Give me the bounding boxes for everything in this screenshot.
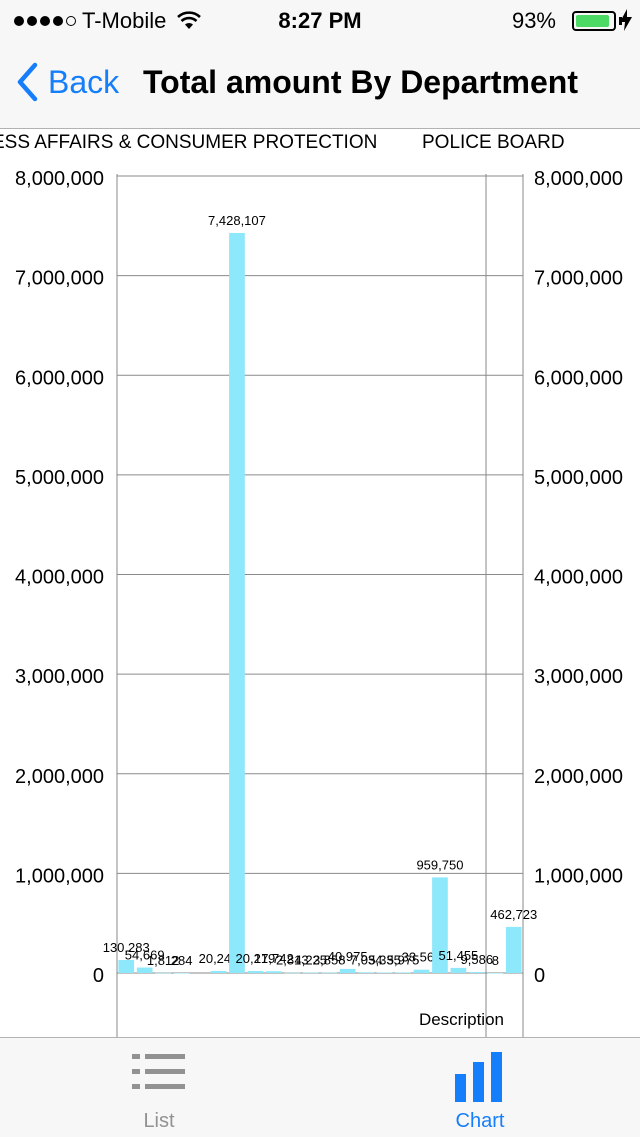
- bar-value-label: 40,975: [328, 949, 368, 964]
- tab-list-label: List: [143, 1110, 175, 1132]
- bar-value-label: 3,858: [313, 953, 346, 968]
- battery-percent: 93%: [511, 8, 556, 33]
- battery-icon: [572, 11, 616, 31]
- bar-value-label: 20,219: [236, 951, 276, 966]
- y-tick-label-right: 8,000,000: [534, 168, 623, 190]
- bar-value-label: 54,669: [125, 948, 165, 963]
- bar-value-label: 51,455: [439, 948, 479, 963]
- status-bar: T-Mobile 8:27 PM 93%: [0, 0, 640, 40]
- y-tick-label-right: 3,000,000: [534, 666, 623, 688]
- back-button-label: Back: [48, 63, 120, 100]
- bar-value-label: 2,813: [276, 953, 309, 968]
- tab-chart-label: Chart: [455, 1110, 505, 1132]
- y-tick-label-right: 2,000,000: [534, 766, 623, 788]
- chart-bar: [505, 926, 522, 973]
- chart-bar: [210, 970, 227, 973]
- y-tick-label-right: 4,000,000: [534, 567, 623, 589]
- chart-bar: [395, 972, 411, 973]
- bar-value-label: 1,812: [147, 953, 180, 968]
- battery-tip: [619, 17, 622, 25]
- chart-bar: [247, 970, 264, 973]
- bar-value-label: 284: [171, 953, 193, 968]
- y-tick-label-left: 4,000,000: [15, 567, 104, 589]
- y-tick-label-left: 8,000,000: [15, 168, 104, 190]
- y-tick-label-left: 2,000,000: [15, 766, 104, 788]
- y-tick-label-left: 0: [93, 965, 104, 987]
- category-label: ESS AFFAIRS & CONSUMER PROTECTION: [0, 132, 377, 153]
- chart-bar: [469, 972, 485, 973]
- chart-bar: [118, 960, 135, 973]
- y-tick-label-left: 1,000,000: [15, 865, 104, 887]
- chevron-left-icon: [17, 62, 38, 102]
- y-tick-label-right: 5,000,000: [534, 467, 623, 489]
- bar-value-label: 130,283: [103, 940, 150, 955]
- chart-bar: [376, 972, 393, 973]
- chart-bar: [284, 972, 301, 974]
- bar-value-label: 17,742: [254, 951, 294, 966]
- y-tick-label-right: 7,000,000: [534, 268, 623, 290]
- bar-value-label: 8: [492, 953, 499, 968]
- y-tick-label-right: 6,000,000: [534, 367, 623, 389]
- bar-value-label: 7,034: [350, 952, 383, 967]
- chart-bar: [302, 972, 319, 974]
- y-tick-label-right: 1,000,000: [534, 865, 623, 887]
- carrier-info: T-Mobile: [14, 8, 202, 34]
- bar-value-label: 5,335: [368, 952, 401, 967]
- chart-bar: [487, 972, 504, 974]
- page-title: Total amount By Department: [143, 64, 578, 100]
- bar-value-label: 20,248: [199, 951, 239, 966]
- carrier-name: T-Mobile: [82, 8, 167, 33]
- bar-value-label: 7,428,107: [208, 213, 266, 228]
- chart-bar: [229, 232, 245, 973]
- tab-bar: List Chart: [0, 1037, 640, 1137]
- department-bar-chart[interactable]: ESS AFFAIRS & CONSUMER PROTECTION POLICE …: [0, 129, 640, 1037]
- chart-bar: [173, 972, 190, 974]
- chart-bar: [136, 967, 153, 973]
- y-tick-label-left: 5,000,000: [15, 467, 104, 489]
- bar-value-label: 462,723: [490, 907, 537, 922]
- chart-scroll-area[interactable]: ESS AFFAIRS & CONSUMER PROTECTION POLICE …: [0, 129, 640, 1037]
- chart-bar: [266, 971, 282, 973]
- y-tick-label-left: 6,000,000: [15, 367, 104, 389]
- wifi-icon: [177, 11, 202, 29]
- signal-strength-icon: [14, 16, 76, 26]
- list-icon: [132, 1054, 185, 1089]
- chart-bar: [155, 972, 171, 974]
- bar-value-label: 5,975: [387, 952, 420, 967]
- tab-list[interactable]: List: [59, 1038, 259, 1137]
- bar-value-label: 959,750: [416, 857, 463, 872]
- bar-chart-icon: [455, 1052, 502, 1102]
- bar-value-label: 4,225: [294, 953, 327, 968]
- bar-value-label: 9,586: [461, 952, 494, 967]
- chart-bar: [358, 972, 374, 973]
- chart-bar: [339, 968, 356, 973]
- y-tick-label-left: 3,000,000: [15, 666, 104, 688]
- category-label: POLICE BOARD: [422, 132, 565, 153]
- chart-bar: [321, 972, 338, 974]
- chart-bar: [413, 969, 430, 973]
- navigation-bar: Back Total amount By Department: [0, 40, 640, 129]
- battery-level: [576, 15, 610, 27]
- y-tick-label-right: 0: [534, 965, 545, 987]
- y-tick-label-left: 7,000,000: [15, 268, 104, 290]
- charging-bolt-icon: [620, 9, 632, 31]
- status-time: 8:27 PM: [278, 8, 362, 33]
- bar-value-label: 33,565: [402, 950, 442, 965]
- chart-bar: [450, 967, 467, 973]
- x-axis-label: Description: [419, 1010, 504, 1029]
- chart-bar: [432, 877, 448, 973]
- tab-chart[interactable]: Chart: [380, 1038, 580, 1137]
- back-button[interactable]: Back: [16, 62, 119, 102]
